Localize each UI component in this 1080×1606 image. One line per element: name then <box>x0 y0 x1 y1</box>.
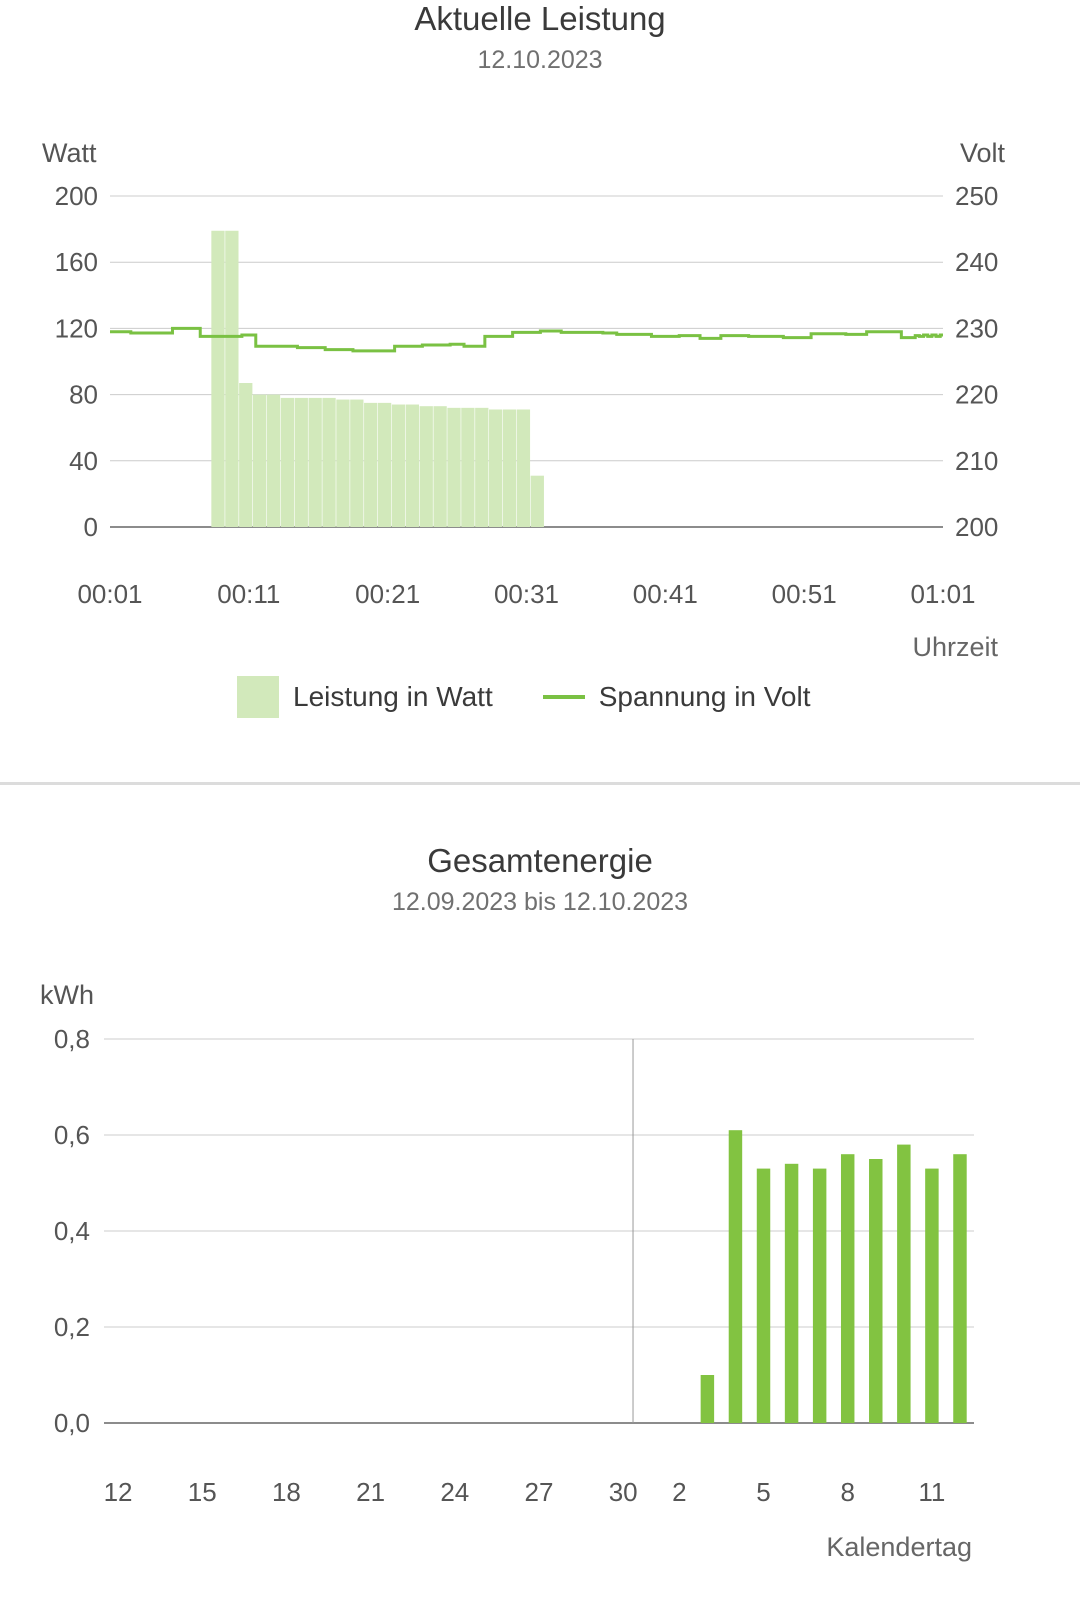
y-tick-label: 0,0 <box>54 1408 90 1438</box>
power-bar <box>252 394 267 527</box>
x-tick-label: 01:01 <box>910 579 975 609</box>
y-right-tick-label: 210 <box>955 446 998 476</box>
power-bar <box>322 397 336 527</box>
y-tick-label: 120 <box>55 313 98 343</box>
x-tick-label: 27 <box>525 1477 554 1507</box>
y-right-tick-label: 240 <box>955 247 998 277</box>
energy-chart-subtitle: 12.09.2023 bis 12.10.2023 <box>391 888 689 916</box>
power-chart-ylabel-left: Watt <box>42 138 97 168</box>
x-tick-label: 00:21 <box>355 579 420 609</box>
y-right-tick-label: 230 <box>955 313 998 343</box>
power-bar <box>405 404 419 527</box>
power-bar <box>377 402 392 527</box>
power-bar <box>336 399 350 527</box>
power-chart-xlabel: Uhrzeit <box>912 632 998 662</box>
section-divider <box>0 782 1080 785</box>
power-bar <box>364 402 378 527</box>
power-bar <box>225 230 239 527</box>
energy-chart: kWh 0,0 0,2 0,4 0,6 0,8 12 15 18 21 24 27 30 2 5 8 11 K… <box>40 980 974 1562</box>
power-bar <box>419 406 433 527</box>
x-tick-label: 2 <box>672 1477 686 1507</box>
x-tick-label: 18 <box>272 1477 301 1507</box>
y-tick-label: 0,2 <box>54 1312 90 1342</box>
energy-bar <box>784 1163 799 1423</box>
y-tick-label: 0,8 <box>54 1024 90 1054</box>
power-chart: Watt Volt 0 40 80 120 160 200 200 210 220 230 240 2… <box>42 138 1006 662</box>
power-bar <box>502 409 517 527</box>
energy-bar <box>925 1168 939 1423</box>
power-bar <box>461 407 475 527</box>
y-right-tick-label: 220 <box>955 380 998 410</box>
y-tick-label: 160 <box>55 247 98 277</box>
energy-bar <box>812 1168 827 1423</box>
y-tick-label: 0,4 <box>54 1216 90 1246</box>
energy-chart-title: Gesamtenergie <box>427 842 653 879</box>
energy-chart-ylabel: kWh <box>40 980 94 1010</box>
x-tick-label: 21 <box>356 1477 385 1507</box>
power-chart-subtitle: 12.10.2023 <box>477 46 603 74</box>
power-bar <box>530 475 544 527</box>
x-tick-label: 24 <box>440 1477 469 1507</box>
y-tick-label: 0 <box>84 512 98 542</box>
power-bar <box>447 407 461 527</box>
power-chart-legend: Leistung in Watt Spannung in Volt <box>237 676 810 718</box>
power-chart-ylabel-right: Volt <box>960 138 1006 168</box>
power-bar <box>489 409 503 527</box>
power-bar <box>280 397 295 527</box>
x-tick-label: 30 <box>609 1477 638 1507</box>
power-bar <box>516 409 531 527</box>
x-tick-label: 11 <box>918 1477 945 1507</box>
x-tick-label: 00:11 <box>217 579 280 609</box>
legend-swatch-voltage <box>542 695 585 699</box>
energy-bar <box>869 1159 883 1423</box>
x-tick-label: 12 <box>104 1477 133 1507</box>
power-bar <box>239 383 253 527</box>
energy-bar <box>700 1375 715 1423</box>
power-bar <box>433 406 447 527</box>
y-right-tick-label: 250 <box>955 181 998 211</box>
energy-chart-xlabel: Kalendertag <box>826 1532 972 1562</box>
y-tick-label: 40 <box>69 446 98 476</box>
y-tick-label: 200 <box>55 181 98 211</box>
energy-bar <box>840 1154 855 1423</box>
power-bar <box>350 399 364 527</box>
power-bar <box>266 394 281 527</box>
legend-label-voltage: Spannung in Volt <box>598 681 811 712</box>
x-tick-label: 5 <box>756 1477 770 1507</box>
energy-bar <box>756 1168 771 1423</box>
voltage-line <box>110 326 943 353</box>
x-tick-label: 00:41 <box>633 579 698 609</box>
y-tick-label: 80 <box>69 380 98 410</box>
power-bar <box>391 404 406 527</box>
x-tick-label: 8 <box>840 1477 854 1507</box>
x-tick-label: 00:51 <box>772 579 837 609</box>
legend-label-power: Leistung in Watt <box>293 681 493 712</box>
power-bar <box>211 230 225 527</box>
y-right-tick-label: 200 <box>955 512 998 542</box>
power-bar <box>294 397 308 527</box>
energy-bar <box>953 1154 967 1423</box>
energy-bar <box>897 1144 911 1423</box>
x-tick-label: 15 <box>188 1477 217 1507</box>
x-tick-label: 00:31 <box>494 579 559 609</box>
x-tick-label: 00:01 <box>77 579 142 609</box>
power-bar <box>308 397 322 527</box>
legend-swatch-power <box>237 676 279 718</box>
power-bar <box>475 407 489 527</box>
energy-bar <box>728 1130 743 1423</box>
y-tick-label: 0,6 <box>54 1120 90 1150</box>
power-chart-title: Aktuelle Leistung <box>414 0 666 37</box>
